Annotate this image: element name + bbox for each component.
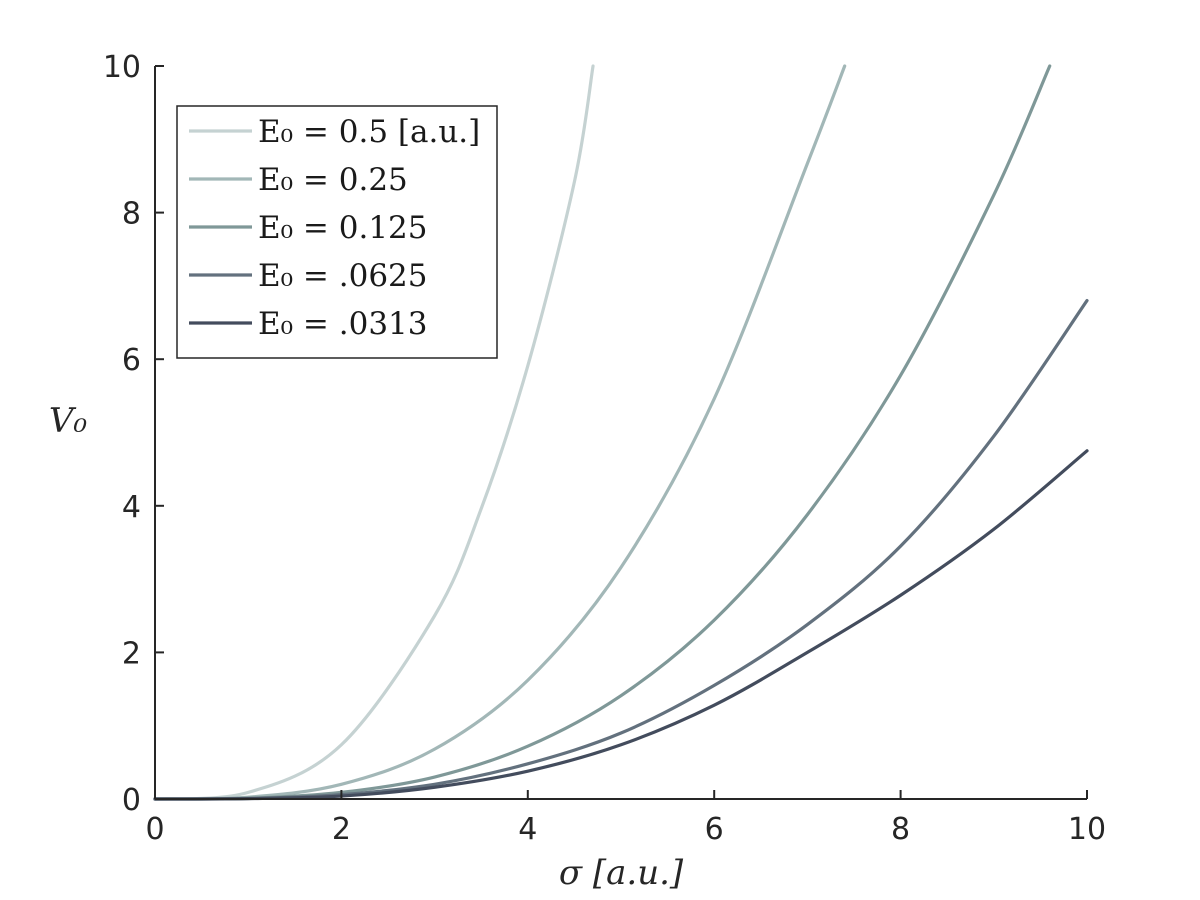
legend-box [176,105,498,359]
legend-label-1: E₀ = 0.5 [a.u.] [258,114,480,150]
x-axis-ticks: 0 2 4 6 8 10 [145,790,1106,847]
legend-label-4: E₀ = .0625 [258,258,428,294]
series-line-2 [153,64,847,801]
y-tick-label: 6 [122,343,141,378]
x-tick-label: 4 [518,812,537,847]
y-tick-label: 4 [122,490,141,525]
y-axis-label: V₀ [49,401,88,441]
x-tick-label: 10 [1068,812,1106,847]
series-line-3 [153,64,1052,801]
series-line-5 [153,449,1089,801]
y-tick-label: 0 [122,783,141,818]
axes [154,66,1087,800]
y-tick-label: 10 [103,50,141,85]
x-tick-label: 0 [145,812,164,847]
legend: E₀ = 0.5 [a.u.] E₀ = 0.25 E₀ = 0.125 E₀ = .… [176,105,498,359]
y-tick-label: 2 [122,636,141,671]
legend-label-5: E₀ = .0313 [258,306,428,342]
x-tick-label: 6 [705,812,724,847]
y-tick-label: 8 [122,197,141,232]
x-tick-label: 8 [891,812,910,847]
x-axis-label: σ [a.u.] [559,853,684,893]
x-tick-label: 2 [332,812,351,847]
y-axis-ticks: 0 2 4 6 8 10 [103,50,164,818]
series-line-4 [153,298,1089,801]
series-line-1 [153,64,595,801]
plot-lines [153,64,1089,801]
legend-label-2: E₀ = 0.25 [258,162,408,198]
legend-label-3: E₀ = 0.125 [258,210,428,246]
